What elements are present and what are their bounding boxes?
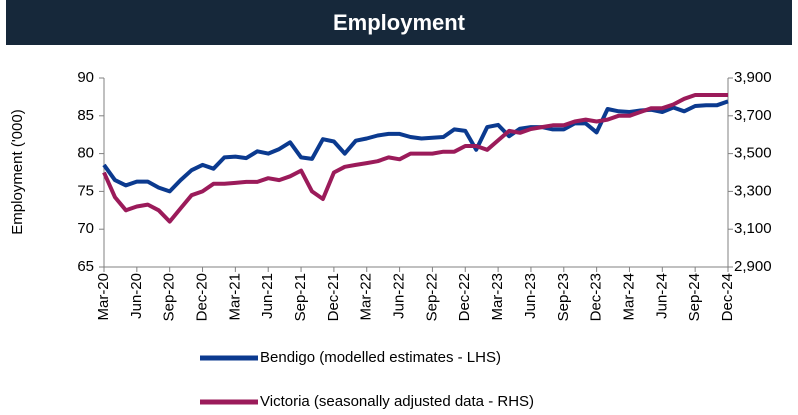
legend-label: Victoria (seasonally adjusted data - RHS…: [260, 393, 534, 410]
x-tick-label: Jun-22: [391, 273, 408, 319]
y-tick-label: 90: [77, 69, 94, 86]
x-tick-label: Jun-20: [128, 273, 145, 319]
x-tick-label: Dec-24: [719, 273, 736, 321]
x-tick-label: Sep-22: [423, 273, 440, 321]
x-tick-label: Jun-23: [522, 273, 539, 319]
x-tick-label: Mar-20: [95, 273, 112, 321]
y-tick-label: 70: [77, 220, 94, 237]
series-line: [102, 99, 729, 194]
y-tick-label: 75: [77, 182, 94, 199]
chart-title: Employment: [333, 10, 466, 35]
x-tick-label: Dec-23: [588, 273, 605, 321]
y-tick-label: 85: [77, 107, 94, 124]
y-tick-label: 65: [77, 258, 94, 275]
x-tick-label: Dec-20: [193, 273, 210, 321]
y2-tick-label: 3,900: [734, 69, 772, 86]
y2-tick-label: 3,700: [734, 107, 772, 124]
x-tick-label: Mar-23: [489, 273, 506, 321]
x-tick-label: Mar-22: [358, 273, 375, 321]
series-line: [102, 93, 728, 224]
x-tick-label: Sep-20: [161, 273, 178, 321]
x-tick-label: Sep-24: [686, 273, 703, 321]
x-tick-label: Sep-23: [555, 273, 572, 321]
x-tick-label: Mar-24: [620, 273, 637, 321]
y2-tick-label: 3,100: [734, 220, 772, 237]
x-tick-label: Dec-22: [456, 273, 473, 321]
x-tick-label: Dec-21: [325, 273, 342, 321]
x-tick-label: Jun-24: [653, 273, 670, 319]
y2-tick-label: 3,500: [734, 145, 772, 162]
y2-tick-label: 3,300: [734, 182, 772, 199]
legend-label: Bendigo (modelled estimates - LHS): [260, 349, 501, 366]
y2-tick-label: 2,900: [734, 258, 772, 275]
y-axis-label: Employment ('000): [9, 109, 26, 234]
x-tick-label: Jun-21: [259, 273, 276, 319]
x-tick-label: Sep-21: [292, 273, 309, 321]
x-tick-label: Mar-21: [226, 273, 243, 321]
y-tick-label: 80: [77, 145, 94, 162]
title-bar: [6, 0, 792, 45]
